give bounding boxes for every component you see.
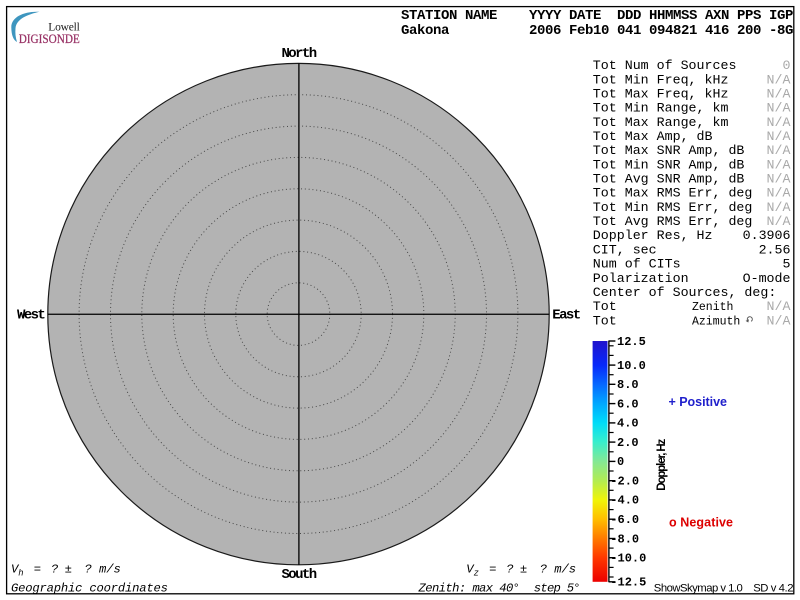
svg-text:N/A: N/A: [767, 115, 791, 130]
svg-text:Doppler Res, Hz: Doppler Res, Hz: [593, 228, 713, 243]
svg-text:-10.0: -10.0: [610, 552, 646, 566]
svg-text:-8.0: -8.0: [610, 532, 639, 546]
svg-text:North: North: [281, 46, 316, 62]
svg-text:?: ?: [85, 563, 92, 577]
svg-text:HHMMSS: HHMMSS: [649, 8, 697, 24]
svg-text:DATE: DATE: [569, 8, 601, 24]
svg-text:?: ?: [51, 563, 58, 577]
svg-text:-2.0: -2.0: [610, 475, 639, 489]
svg-text:041: 041: [617, 23, 641, 39]
svg-text:Tot Max RMS Err, deg: Tot Max RMS Err, deg: [593, 186, 753, 201]
svg-text:h: h: [18, 569, 23, 579]
svg-text:=: =: [489, 563, 496, 577]
svg-text:Tot Min Range, km: Tot Min Range, km: [593, 101, 729, 116]
svg-text:-6.0: -6.0: [610, 513, 639, 527]
svg-text:Geographic coordinates: Geographic coordinates: [11, 582, 168, 596]
svg-text:N/A: N/A: [767, 143, 791, 158]
svg-text:Num of CITs: Num of CITs: [593, 257, 681, 272]
svg-text:SD v 4.2: SD v 4.2: [753, 583, 793, 595]
svg-text:ShowSkymap v 1.0: ShowSkymap v 1.0: [654, 583, 743, 595]
svg-text:+ Positive: + Positive: [669, 395, 728, 409]
svg-text:200: 200: [737, 23, 761, 39]
svg-text:N/A: N/A: [767, 299, 791, 314]
svg-text:N/A: N/A: [767, 186, 791, 201]
svg-text:?: ?: [540, 563, 547, 577]
svg-text:4.0: 4.0: [617, 417, 639, 431]
svg-text:Tot Num of Sources: Tot Num of Sources: [593, 58, 737, 73]
svg-text:2.0: 2.0: [617, 436, 639, 450]
svg-text:0.3906: 0.3906: [743, 228, 791, 243]
svg-text:N/A: N/A: [767, 129, 791, 144]
svg-text:East: East: [552, 307, 580, 323]
svg-text:Zenith: max 40°: Zenith: max 40°: [418, 582, 521, 596]
svg-text:PPS: PPS: [737, 8, 761, 24]
svg-text:N/A: N/A: [767, 157, 791, 172]
svg-text:YYYY: YYYY: [529, 8, 562, 24]
svg-text:Feb10: Feb10: [569, 23, 609, 39]
svg-text:N/A: N/A: [767, 172, 791, 187]
svg-text:DDD: DDD: [617, 8, 641, 24]
svg-text:o Negative: o Negative: [669, 515, 733, 529]
svg-text:Tot: Tot: [593, 299, 617, 314]
svg-text:N/A: N/A: [767, 72, 791, 87]
svg-text:Tot Min Freq, kHz: Tot Min Freq, kHz: [593, 72, 729, 87]
svg-text:Doppler, Hz: Doppler, Hz: [656, 438, 668, 490]
svg-text:12.5: 12.5: [617, 335, 646, 349]
svg-text:West: West: [17, 308, 45, 324]
svg-text:V: V: [11, 563, 20, 577]
svg-text:Tot Avg RMS Err, deg: Tot Avg RMS Err, deg: [593, 214, 753, 229]
svg-text:Azimuth: Azimuth: [692, 315, 740, 328]
svg-text:10.0: 10.0: [617, 359, 646, 373]
svg-text:AXN: AXN: [705, 8, 729, 24]
svg-text:8.0: 8.0: [617, 378, 639, 392]
svg-text:Center of Sources, deg:: Center of Sources, deg:: [593, 285, 777, 300]
svg-text:O-mode: O-mode: [743, 271, 791, 286]
svg-text:N/A: N/A: [767, 313, 791, 328]
svg-text:z: z: [474, 569, 479, 579]
svg-text:2.56: 2.56: [759, 242, 791, 257]
svg-text:0: 0: [783, 58, 791, 73]
svg-text:V: V: [466, 563, 475, 577]
svg-text:step 5°: step 5°: [534, 582, 581, 596]
svg-text:±: ±: [65, 563, 72, 577]
svg-text:Tot Avg SNR Amp, dB: Tot Avg SNR Amp, dB: [593, 172, 745, 187]
svg-text:South: South: [281, 567, 316, 583]
svg-text:STATION NAME: STATION NAME: [401, 8, 497, 24]
svg-text:N/A: N/A: [767, 200, 791, 215]
svg-text:5: 5: [783, 257, 791, 272]
svg-text:Lowell: Lowell: [48, 22, 80, 34]
svg-text:Polarization: Polarization: [593, 271, 689, 286]
svg-text:?: ?: [506, 563, 513, 577]
svg-text:Zenith: Zenith: [692, 301, 733, 314]
svg-text:2006: 2006: [529, 23, 561, 39]
svg-text:0: 0: [617, 455, 624, 469]
svg-text:-8G: -8G: [769, 23, 793, 39]
svg-text:Tot Max Range, km: Tot Max Range, km: [593, 115, 729, 130]
svg-text:-12.5: -12.5: [610, 576, 646, 590]
svg-text:416: 416: [705, 23, 729, 39]
svg-text:m/s: m/s: [554, 563, 576, 577]
svg-text:N/A: N/A: [767, 101, 791, 116]
svg-text:Gakona: Gakona: [401, 23, 450, 39]
svg-text:Tot Max Freq, kHz: Tot Max Freq, kHz: [593, 87, 729, 102]
svg-text:±: ±: [520, 563, 527, 577]
svg-text:N/A: N/A: [767, 214, 791, 229]
svg-text:Tot: Tot: [593, 313, 617, 328]
svg-text:=: =: [34, 563, 41, 577]
svg-text:-4.0: -4.0: [610, 494, 639, 508]
svg-text:Tot Max SNR Amp, dB: Tot Max SNR Amp, dB: [593, 143, 745, 158]
svg-text:Tot Min RMS Err, deg: Tot Min RMS Err, deg: [593, 200, 753, 215]
svg-text:Tot Min SNR Amp, dB: Tot Min SNR Amp, dB: [593, 157, 745, 172]
svg-text:094821: 094821: [649, 23, 697, 39]
svg-text:Tot Max Amp, dB: Tot Max Amp, dB: [593, 129, 713, 144]
svg-text:m/s: m/s: [99, 563, 121, 577]
svg-text:6.0: 6.0: [617, 397, 639, 411]
svg-text:N/A: N/A: [767, 87, 791, 102]
svg-text:CIT, sec: CIT, sec: [593, 242, 657, 257]
svg-text:DIGISONDE: DIGISONDE: [19, 31, 80, 46]
svg-text:IGP: IGP: [769, 8, 793, 24]
